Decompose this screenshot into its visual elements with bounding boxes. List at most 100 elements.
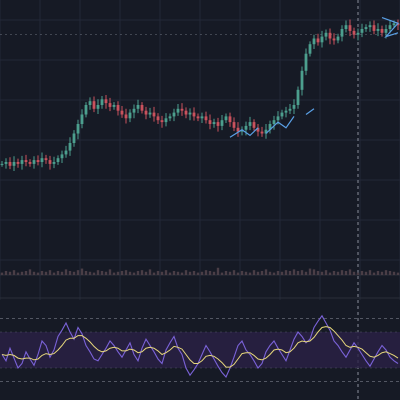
volume-bar bbox=[228, 271, 232, 275]
candle-body bbox=[292, 105, 296, 109]
candle-body bbox=[288, 108, 292, 111]
candle-body bbox=[128, 112, 132, 119]
candle-body bbox=[96, 105, 100, 109]
volume-bar bbox=[8, 271, 12, 275]
volume-bar bbox=[344, 270, 348, 275]
volume-bar bbox=[368, 270, 372, 275]
candle-body bbox=[156, 116, 160, 121]
candle-body bbox=[104, 99, 108, 104]
candle-body bbox=[32, 160, 36, 164]
volume-bar bbox=[396, 272, 400, 275]
volume-bar bbox=[296, 270, 300, 275]
candle-body bbox=[368, 25, 372, 28]
candle-body bbox=[44, 158, 48, 161]
candle-body bbox=[248, 122, 252, 126]
volume-bar bbox=[136, 270, 140, 275]
candle-body bbox=[184, 110, 188, 115]
volume-bar bbox=[208, 270, 212, 275]
candle-body bbox=[320, 36, 324, 43]
candle-body bbox=[48, 160, 52, 164]
volume-bar bbox=[336, 271, 340, 275]
candle-body bbox=[80, 114, 84, 124]
volume-bar bbox=[140, 270, 144, 275]
volume-bar bbox=[332, 270, 336, 275]
candle-body bbox=[344, 25, 348, 29]
volume-bar bbox=[220, 272, 224, 275]
candle-body bbox=[112, 105, 116, 107]
candle-body bbox=[132, 108, 136, 113]
candle-body bbox=[124, 114, 128, 119]
volume-bar bbox=[128, 271, 132, 275]
candle-body bbox=[28, 162, 32, 164]
candle-body bbox=[108, 103, 112, 107]
candle-body bbox=[308, 44, 312, 54]
volume-bar bbox=[36, 272, 40, 275]
volume-bar bbox=[112, 272, 116, 275]
volume-bar bbox=[276, 270, 280, 275]
volume-bar bbox=[200, 271, 204, 275]
candle-body bbox=[100, 99, 104, 105]
volume-bar bbox=[160, 271, 164, 275]
candle-body bbox=[316, 38, 320, 43]
volume-bar bbox=[180, 272, 184, 275]
volume-bar bbox=[124, 270, 128, 275]
volume-bar bbox=[96, 270, 100, 275]
volume-bar bbox=[196, 272, 200, 275]
volume-bar bbox=[308, 268, 312, 275]
volume-bar bbox=[132, 272, 136, 275]
volume-bar bbox=[148, 269, 152, 275]
candle-body bbox=[372, 25, 376, 31]
volume-bar bbox=[216, 267, 220, 275]
volume-bar bbox=[64, 269, 68, 275]
candle-body bbox=[244, 125, 248, 130]
volume-bar bbox=[288, 270, 292, 275]
pattern-drawing-line bbox=[229, 127, 259, 138]
volume-bar bbox=[48, 270, 52, 275]
candle-body bbox=[84, 105, 88, 115]
candle-body bbox=[188, 112, 192, 115]
candle-body bbox=[36, 160, 40, 162]
volume-bar bbox=[84, 270, 88, 275]
candle-body bbox=[364, 27, 368, 29]
candle-body bbox=[192, 112, 196, 117]
volume-bar bbox=[44, 271, 48, 275]
candle-body bbox=[392, 23, 396, 26]
candle-body bbox=[348, 25, 352, 31]
volume-bar bbox=[328, 272, 332, 275]
candle-body bbox=[16, 162, 20, 164]
candle-body bbox=[260, 131, 264, 134]
candle-body bbox=[160, 120, 164, 123]
volume-bar bbox=[212, 271, 216, 275]
candle-body bbox=[12, 162, 16, 166]
candle-body bbox=[148, 112, 152, 115]
volume-bar bbox=[260, 270, 264, 275]
volume-bar bbox=[60, 271, 64, 275]
candle-body bbox=[284, 110, 288, 113]
volume-bar bbox=[120, 270, 124, 275]
candle-body bbox=[76, 124, 80, 134]
candle-body bbox=[140, 105, 144, 111]
candle-body bbox=[4, 162, 8, 164]
candle-body bbox=[380, 29, 384, 33]
candle-body bbox=[164, 118, 168, 123]
candle-body bbox=[264, 129, 268, 134]
volume-bar bbox=[376, 270, 380, 275]
candle-body bbox=[116, 105, 120, 111]
candle-body bbox=[168, 116, 172, 119]
candle-body bbox=[252, 122, 256, 128]
volume-bar bbox=[324, 270, 328, 275]
candle-body bbox=[224, 116, 228, 121]
pattern-drawing-line bbox=[305, 108, 315, 115]
volume-bar bbox=[364, 271, 368, 275]
candle-body bbox=[384, 29, 388, 33]
volume-bar bbox=[16, 272, 20, 275]
candle-body bbox=[0, 163, 4, 165]
candle-body bbox=[228, 116, 232, 123]
candle-body bbox=[136, 105, 140, 109]
volume-bar bbox=[356, 272, 360, 275]
candle-body bbox=[352, 30, 356, 35]
volume-bar bbox=[80, 268, 84, 275]
candle-body bbox=[56, 158, 60, 162]
